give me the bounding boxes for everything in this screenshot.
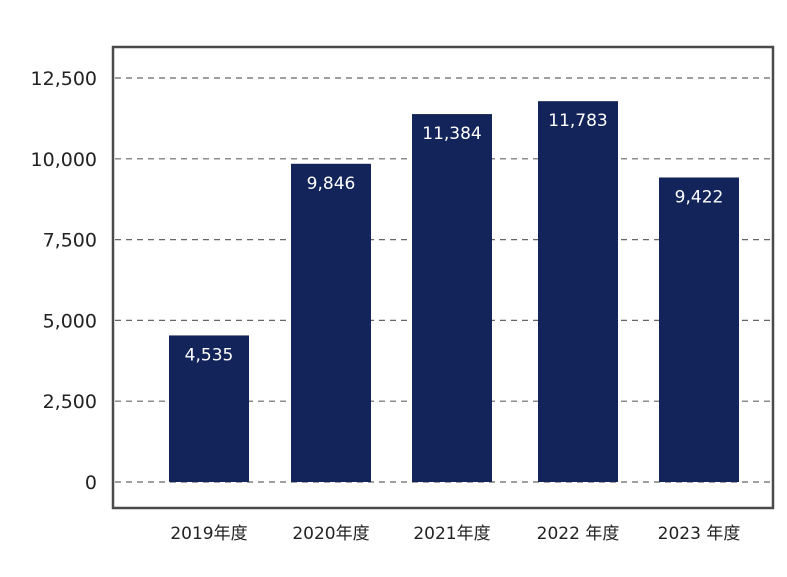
y-tick-label: 10,000 xyxy=(31,149,97,171)
x-tick-label: 2020年度 xyxy=(292,524,369,544)
x-tick-label: 2023 年度 xyxy=(658,524,741,544)
bar xyxy=(659,177,739,482)
y-tick-label: 7,500 xyxy=(43,230,97,252)
x-tick-label: 2022 年度 xyxy=(537,524,620,544)
x-tick-label: 2021年度 xyxy=(413,524,490,544)
bar-data-label: 9,422 xyxy=(675,187,724,207)
bar-data-label: 9,846 xyxy=(307,174,356,194)
bar xyxy=(412,114,492,482)
bar xyxy=(291,163,371,482)
bar-data-label: 11,384 xyxy=(422,124,481,144)
y-tick-label: 2,500 xyxy=(43,391,97,413)
bar-data-label: 11,783 xyxy=(548,111,607,131)
y-tick-label: 12,500 xyxy=(31,68,97,90)
bar xyxy=(169,335,249,482)
x-tick-label: 2019年度 xyxy=(170,524,247,544)
y-tick-label: 0 xyxy=(85,472,97,494)
bar-data-label: 4,535 xyxy=(185,345,234,365)
bar xyxy=(538,101,618,483)
y-tick-label: 5,000 xyxy=(43,310,97,332)
